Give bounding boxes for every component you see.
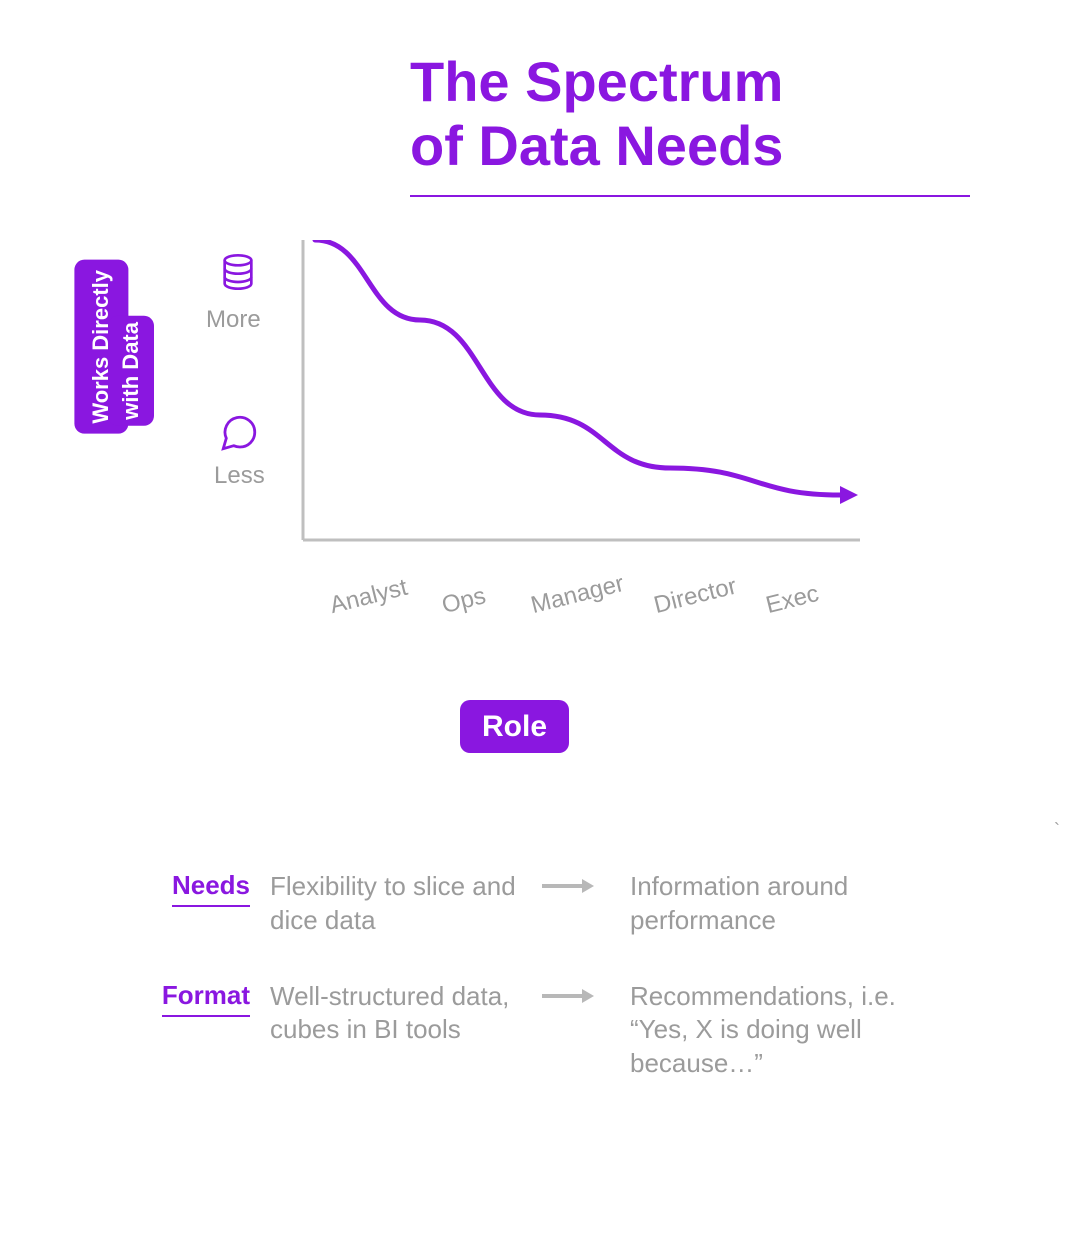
title-underline xyxy=(410,195,970,197)
y-label-less: Less xyxy=(214,462,265,490)
x-axis-badge: Role xyxy=(460,700,569,753)
row-left-text: Well-structured data, cubes in BI tools xyxy=(270,980,540,1048)
y-axis-badge-group: Works Directly with Data xyxy=(74,260,128,439)
x-label-analyst: Analyst xyxy=(327,574,410,620)
arrow-right-icon xyxy=(540,980,630,1011)
title-block: The Spectrum of Data Needs xyxy=(410,50,970,197)
x-label-manager: Manager xyxy=(528,570,627,620)
title-line1: The Spectrum xyxy=(410,50,970,114)
row-right-text: Information around performance xyxy=(630,870,940,938)
title-line2: of Data Needs xyxy=(410,114,970,178)
plot-svg xyxy=(300,240,860,550)
stray-tick: ` xyxy=(1054,820,1060,841)
x-label-director: Director xyxy=(652,573,740,620)
table-area: NeedsFlexibility to slice and dice data … xyxy=(120,870,1000,1123)
row-label: Format xyxy=(162,980,250,1017)
row-right-text: Recommendations, i.e. “Yes, X is doing w… xyxy=(630,980,940,1081)
chat-icon xyxy=(218,412,266,460)
row-label: Needs xyxy=(172,870,250,907)
table-row-needs: NeedsFlexibility to slice and dice data … xyxy=(120,870,1000,938)
arrow-right-icon xyxy=(540,870,630,901)
x-axis-badge-wrap: Role xyxy=(460,710,569,744)
x-labels-group: Analyst Ops Manager Director Exec xyxy=(300,560,860,620)
row-left-text: Flexibility to slice and dice data xyxy=(270,870,540,938)
curve-arrowhead xyxy=(840,486,858,504)
table-row-format: Format Well-structured data, cubes in BI … xyxy=(120,980,1000,1081)
y-axis-badge-sub: with Data xyxy=(108,316,154,426)
x-label-ops: Ops xyxy=(439,582,488,620)
curve-path xyxy=(315,240,840,495)
chart-area: More Less AnalystOpsManagerDirectorExec xyxy=(200,250,900,600)
y-label-more: More xyxy=(206,306,261,334)
database-icon xyxy=(218,250,266,298)
x-label-exec: Exec xyxy=(764,580,823,620)
